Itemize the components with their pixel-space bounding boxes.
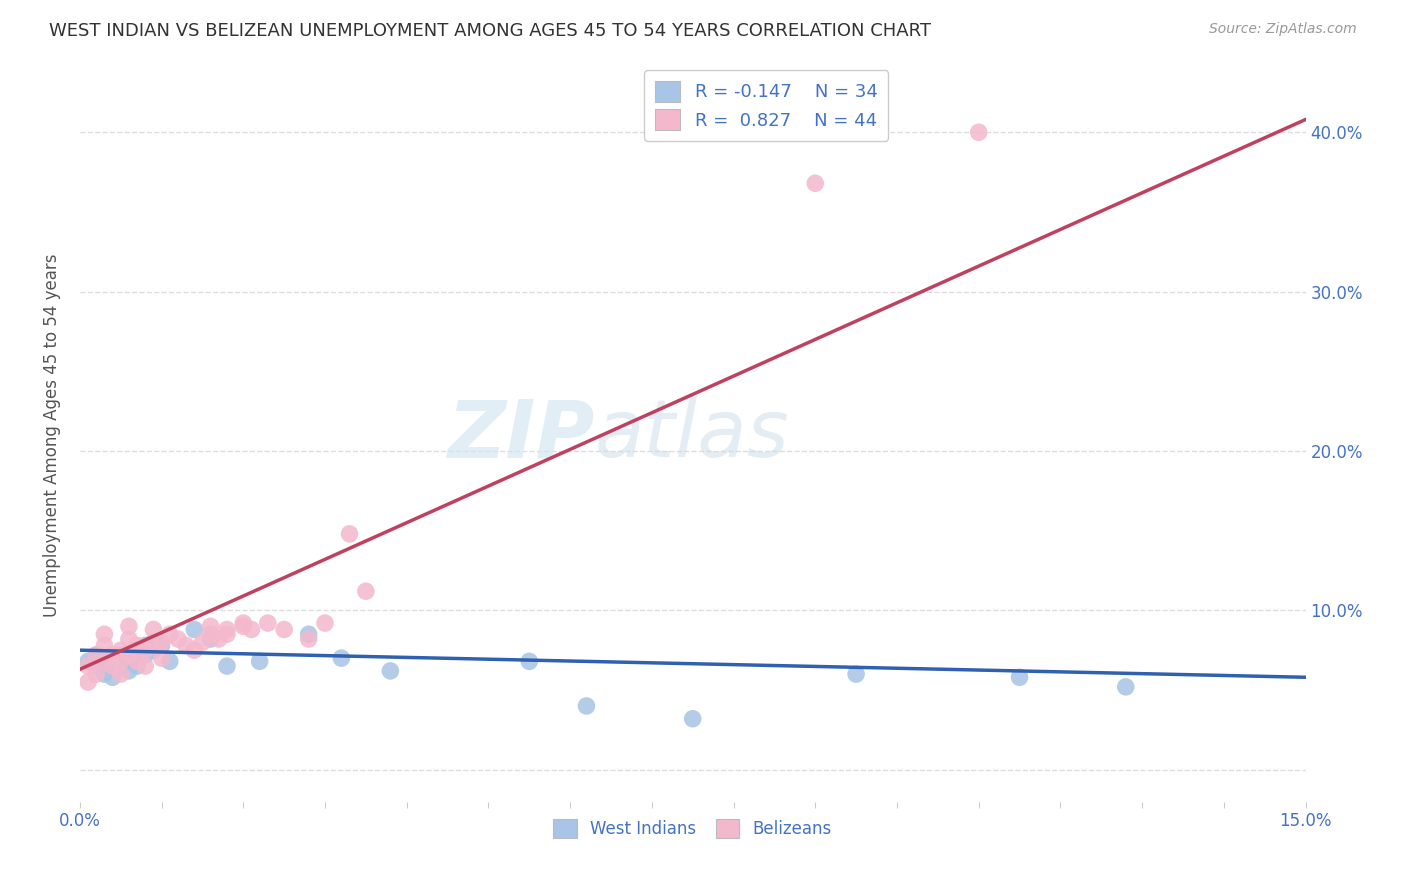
Point	[191, 635, 214, 649]
Point	[845, 667, 868, 681]
Point	[101, 659, 124, 673]
Point	[150, 651, 173, 665]
Point	[134, 639, 156, 653]
Legend: West Indians, Belizeans: West Indians, Belizeans	[547, 812, 839, 845]
Point	[232, 616, 254, 631]
Point	[183, 623, 205, 637]
Point	[142, 643, 165, 657]
Point	[118, 648, 141, 662]
Point	[682, 712, 704, 726]
Point	[93, 639, 115, 653]
Point	[167, 632, 190, 646]
Point	[84, 648, 107, 662]
Point	[142, 635, 165, 649]
Point	[517, 654, 540, 668]
Point	[110, 659, 132, 673]
Point	[159, 627, 181, 641]
Point	[967, 125, 990, 139]
Point	[215, 627, 238, 641]
Point	[339, 526, 361, 541]
Point	[93, 654, 115, 668]
Point	[77, 654, 100, 668]
Point	[101, 670, 124, 684]
Point	[215, 659, 238, 673]
Point	[298, 627, 321, 641]
Point	[314, 616, 336, 631]
Point	[125, 643, 148, 657]
Point	[174, 639, 197, 653]
Point	[183, 643, 205, 657]
Point	[93, 651, 115, 665]
Point	[134, 648, 156, 662]
Point	[110, 643, 132, 657]
Point	[232, 619, 254, 633]
Text: atlas: atlas	[595, 396, 789, 474]
Point	[256, 616, 278, 631]
Point	[118, 619, 141, 633]
Point	[150, 639, 173, 653]
Point	[110, 654, 132, 668]
Point	[110, 651, 132, 665]
Text: WEST INDIAN VS BELIZEAN UNEMPLOYMENT AMONG AGES 45 TO 54 YEARS CORRELATION CHART: WEST INDIAN VS BELIZEAN UNEMPLOYMENT AMO…	[49, 22, 931, 40]
Point	[240, 623, 263, 637]
Point	[125, 654, 148, 668]
Point	[93, 627, 115, 641]
Point	[77, 675, 100, 690]
Text: ZIP: ZIP	[447, 396, 595, 474]
Point	[273, 623, 295, 637]
Point	[159, 654, 181, 668]
Point	[84, 659, 107, 673]
Point	[804, 176, 827, 190]
Point	[118, 632, 141, 646]
Point	[134, 643, 156, 657]
Text: Source: ZipAtlas.com: Source: ZipAtlas.com	[1209, 22, 1357, 37]
Point	[150, 635, 173, 649]
Point	[77, 659, 100, 673]
Point	[118, 654, 141, 668]
Point	[110, 648, 132, 662]
Point	[84, 667, 107, 681]
Point	[200, 632, 222, 646]
Point	[134, 659, 156, 673]
Point	[1115, 680, 1137, 694]
Point	[200, 619, 222, 633]
Point	[110, 667, 132, 681]
Point	[249, 654, 271, 668]
Point	[380, 664, 402, 678]
Point	[93, 667, 115, 681]
Point	[118, 664, 141, 678]
Point	[142, 639, 165, 653]
Point	[101, 648, 124, 662]
Point	[84, 648, 107, 662]
Point	[330, 651, 353, 665]
Point	[354, 584, 377, 599]
Y-axis label: Unemployment Among Ages 45 to 54 years: Unemployment Among Ages 45 to 54 years	[44, 253, 60, 616]
Point	[125, 639, 148, 653]
Point	[208, 632, 231, 646]
Point	[215, 623, 238, 637]
Point	[1008, 670, 1031, 684]
Point	[575, 698, 598, 713]
Point	[101, 654, 124, 668]
Point	[125, 659, 148, 673]
Point	[142, 623, 165, 637]
Point	[298, 632, 321, 646]
Point	[125, 651, 148, 665]
Point	[200, 627, 222, 641]
